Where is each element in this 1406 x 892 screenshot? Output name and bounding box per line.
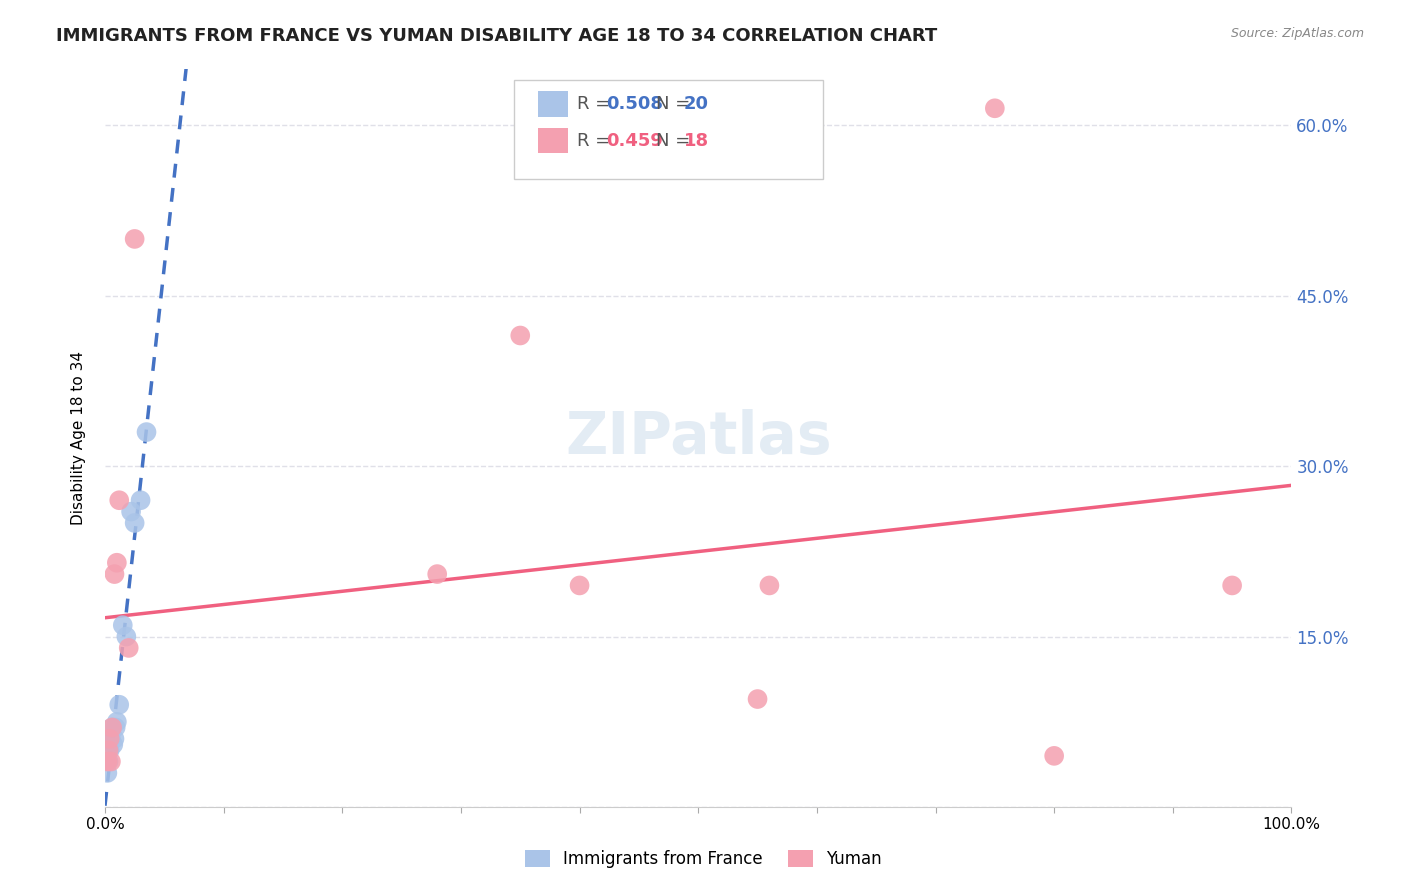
- Text: ZIPatlas: ZIPatlas: [565, 409, 831, 467]
- Point: [115, 630, 138, 644]
- FancyBboxPatch shape: [515, 79, 823, 179]
- Text: N =: N =: [655, 132, 696, 150]
- Point: [97, 743, 120, 757]
- Point: [98, 731, 121, 746]
- Point: [747, 692, 769, 706]
- Text: 0.459: 0.459: [606, 132, 662, 150]
- Point: [129, 493, 152, 508]
- Text: R =: R =: [578, 95, 616, 113]
- Point: [108, 698, 131, 712]
- Point: [120, 505, 142, 519]
- Point: [101, 721, 124, 735]
- Point: [124, 232, 146, 246]
- Text: R =: R =: [578, 132, 616, 150]
- Point: [509, 328, 531, 343]
- Point: [108, 493, 131, 508]
- Point: [100, 755, 122, 769]
- Point: [568, 578, 591, 592]
- Legend: Immigrants from France, Yuman: Immigrants from France, Yuman: [517, 843, 889, 875]
- Point: [104, 721, 127, 735]
- Point: [103, 567, 125, 582]
- Text: IMMIGRANTS FROM FRANCE VS YUMAN DISABILITY AGE 18 TO 34 CORRELATION CHART: IMMIGRANTS FROM FRANCE VS YUMAN DISABILI…: [56, 27, 938, 45]
- Y-axis label: Disability Age 18 to 34: Disability Age 18 to 34: [72, 351, 86, 524]
- Point: [758, 578, 780, 592]
- Point: [97, 755, 120, 769]
- Point: [1043, 748, 1066, 763]
- Point: [124, 516, 146, 530]
- Point: [426, 567, 449, 582]
- Text: 18: 18: [683, 132, 709, 150]
- Point: [105, 714, 128, 729]
- Point: [96, 755, 118, 769]
- Point: [118, 640, 141, 655]
- Point: [105, 556, 128, 570]
- Point: [100, 731, 122, 746]
- FancyBboxPatch shape: [538, 128, 568, 153]
- Point: [96, 765, 118, 780]
- Text: Source: ZipAtlas.com: Source: ZipAtlas.com: [1230, 27, 1364, 40]
- Point: [98, 743, 121, 757]
- Point: [984, 101, 1007, 115]
- FancyBboxPatch shape: [538, 91, 568, 117]
- Point: [1220, 578, 1243, 592]
- Text: N =: N =: [655, 95, 696, 113]
- Point: [103, 738, 125, 752]
- Text: 0.508: 0.508: [606, 95, 662, 113]
- Point: [135, 425, 157, 439]
- Point: [101, 721, 124, 735]
- Point: [103, 731, 125, 746]
- Text: 20: 20: [683, 95, 709, 113]
- Point: [111, 618, 134, 632]
